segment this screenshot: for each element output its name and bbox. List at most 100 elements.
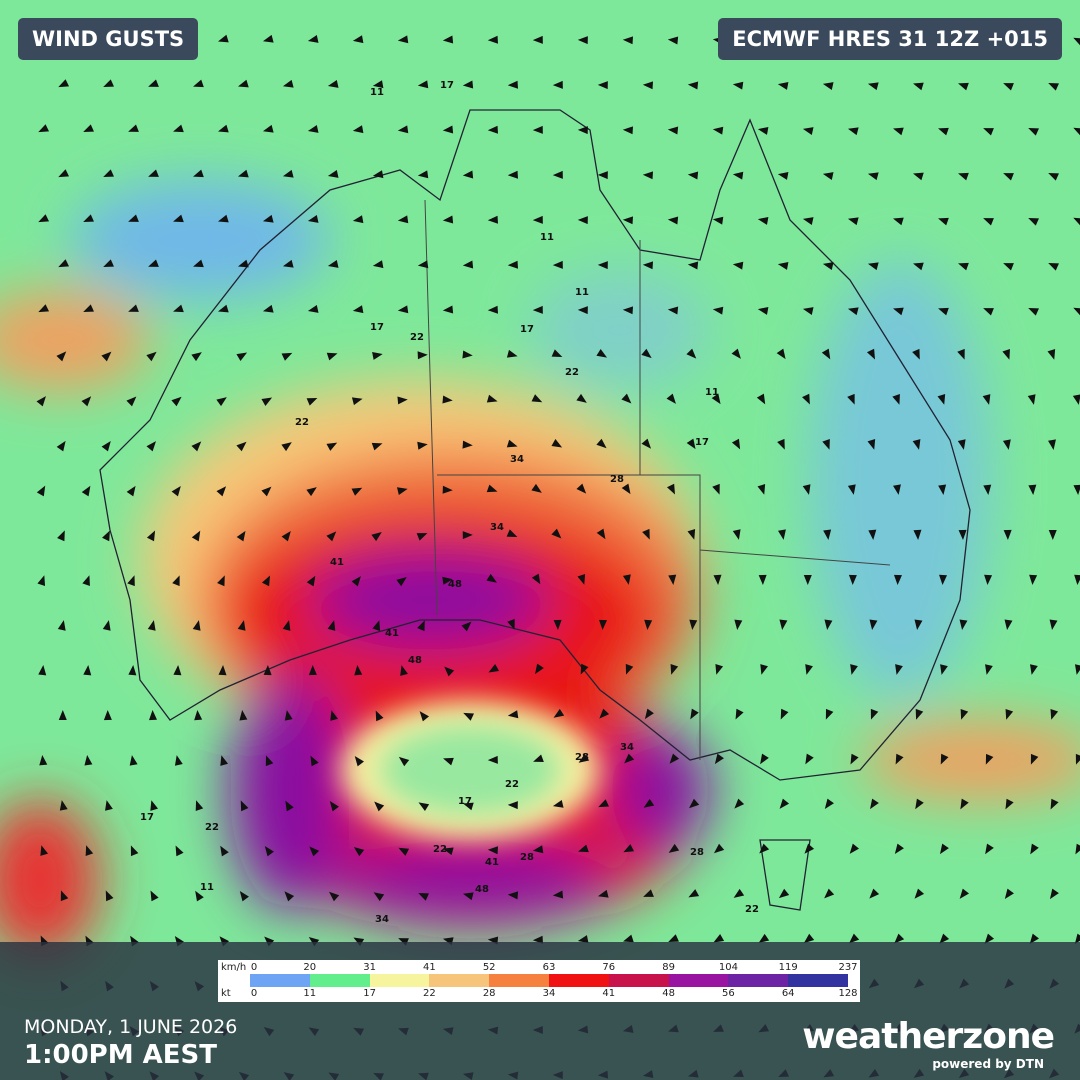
contour-label: 48 [475,884,489,895]
wind-arrow [417,170,429,179]
wind-arrow [666,483,675,495]
wind-arrow [265,755,274,767]
wind-arrow [442,35,454,44]
legend-unit: kt [221,988,231,999]
wind-arrow [850,664,858,675]
wind-arrow [1073,127,1080,136]
wind-arrow [596,348,608,358]
wind-arrow [193,169,204,178]
wind-arrow [284,891,295,902]
wind-arrow [597,81,608,90]
wind-arrow [803,574,812,585]
wind-arrow [103,710,112,721]
wind-arrow [912,348,920,360]
wind-arrow [240,800,249,812]
wind-arrow [127,575,135,587]
wind-arrow [1004,619,1013,630]
wind-arrow [217,214,229,223]
wind-arrow [533,754,544,763]
contour-label: 17 [458,796,472,807]
wind-arrow [805,664,813,675]
wind-arrow [847,217,859,226]
wind-arrow [939,574,948,585]
wind-arrow [642,171,654,180]
wind-arrow [895,664,903,675]
wind-arrow [57,530,65,542]
wind-arrow [261,575,271,587]
wind-arrow [984,574,993,585]
wind-arrow [914,619,923,630]
wind-arrow [760,753,769,765]
wind-arrow [733,888,745,898]
wind-arrow [577,216,588,225]
wind-arrow [461,621,472,632]
wind-arrow [687,81,699,90]
wind-arrow [191,441,202,452]
wind-arrow [712,216,724,225]
contour-label: 11 [575,287,589,298]
wind-arrow [36,396,46,407]
wind-arrow [84,755,93,766]
wind-arrow [507,170,518,179]
wind-arrow [237,169,249,178]
wind-arrow [552,80,563,89]
legend-label: 104 [718,962,738,973]
wind-arrow [488,664,500,673]
wind-arrow [220,755,229,766]
wind-arrow [309,846,320,857]
wind-arrow [960,798,969,810]
wind-arrow [599,619,607,630]
wind-arrow [148,259,159,267]
wind-arrow [957,439,966,450]
wind-arrow [282,79,294,88]
wind-arrow [937,394,946,405]
wind-arrow [847,127,859,136]
brand-logo: weatherzone [802,1016,1055,1057]
wind-arrow [191,352,202,362]
wind-arrow [129,755,138,766]
wind-arrow [731,348,741,359]
wind-arrow [81,396,92,407]
wind-arrow [552,890,564,899]
wind-arrow [732,171,744,180]
wind-arrow [105,800,113,811]
wind-arrow [892,307,904,316]
wind-arrow [374,801,385,812]
wind-arrow [147,620,156,631]
wind-arrow [1028,217,1039,226]
wind-arrow [957,348,965,360]
wind-arrow [462,260,474,269]
wind-arrow [217,124,229,133]
contour-label: 22 [410,332,424,343]
wind-arrow [1074,664,1080,675]
tasmania [759,839,811,911]
wind-arrow [351,487,363,496]
wind-arrow [777,261,789,270]
legend: km/h kt 0 20 31 41 52 63 76 89 104 119 237 0 11 17 22 2… [218,960,860,1002]
wind-arrow [262,214,274,223]
wind-arrow [1073,484,1080,495]
wind-arrow [1072,394,1080,405]
wind-arrow [552,260,563,269]
wind-arrow [983,484,992,495]
wind-arrow [419,711,430,722]
wind-arrow [913,529,922,540]
wind-arrow [644,708,654,720]
wind-arrow [38,124,50,133]
legend-swatch [250,974,310,987]
wind-arrow [216,486,227,497]
wind-arrow [892,393,900,405]
wind-arrow [580,663,589,675]
wind-arrow [959,619,968,630]
wind-arrow [689,798,700,809]
wind-arrow [938,484,947,495]
wind-arrow [670,663,679,675]
wind-arrow [756,393,766,405]
wind-arrow [958,172,969,181]
wind-arrow [666,393,676,404]
wind-arrow [306,398,318,406]
wind-arrow [58,259,70,268]
wind-arrow [172,575,180,587]
legend-label: 41 [423,962,436,973]
